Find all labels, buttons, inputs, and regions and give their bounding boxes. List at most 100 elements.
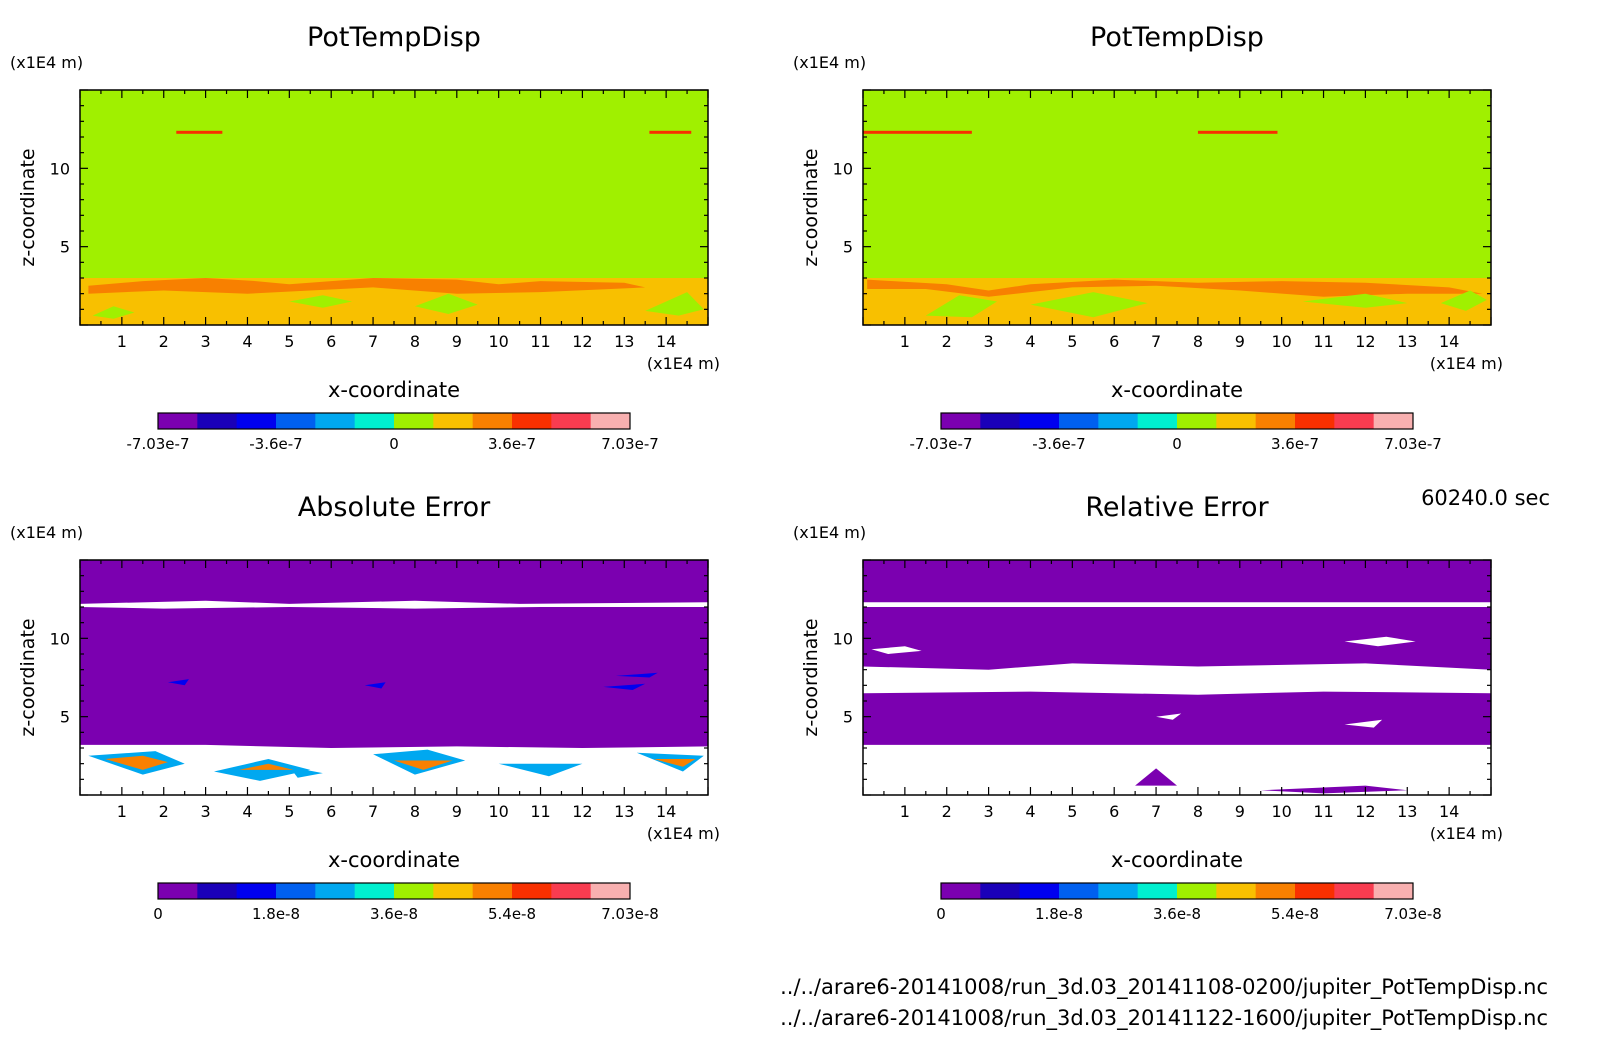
contour-region <box>239 763 294 770</box>
contour-region <box>289 766 323 778</box>
colorbar-swatch <box>1334 413 1375 429</box>
y-unit-label: (x1E4 m) <box>10 523 83 542</box>
x-tick-label: 12 <box>572 802 592 821</box>
colorbar-swatch <box>1255 883 1296 899</box>
colorbar-swatch <box>1177 883 1217 899</box>
colorbar-tick-label: 7.03e-8 <box>1384 905 1442 923</box>
colorbar-tick-label: 3.6e-8 <box>1153 905 1201 923</box>
y-axis-label: z-coordinate <box>800 618 822 736</box>
x-tick-label: 7 <box>1151 332 1161 351</box>
y-axis-label: z-coordinate <box>17 148 39 266</box>
x-tick-label: 2 <box>159 332 169 351</box>
colorbar-swatch <box>1137 413 1178 429</box>
colorbar-tick-label: 0 <box>389 435 399 453</box>
colorbar-swatch <box>1216 883 1257 899</box>
contour-region <box>414 293 478 314</box>
contour-region <box>105 755 168 770</box>
colorbar-swatch <box>315 413 356 429</box>
x-tick-label: 9 <box>1235 332 1245 351</box>
colorbar-swatch <box>1334 883 1375 899</box>
contour-region <box>615 672 658 678</box>
x-tick-label: 9 <box>452 332 462 351</box>
colorbar-swatch <box>1059 413 1099 429</box>
contour-region <box>80 744 708 795</box>
x-tick-label: 2 <box>942 802 952 821</box>
x-unit-label: (x1E4 m) <box>647 354 720 373</box>
colorbar-tick-label: 3.6e-7 <box>488 435 536 453</box>
colorbar-swatch <box>512 413 552 429</box>
contour-region <box>1135 768 1177 786</box>
y-tick-label: 5 <box>60 238 70 257</box>
colorbar-frame <box>157 882 631 900</box>
y-axis-label: z-coordinate <box>800 148 822 266</box>
colorbar-swatch <box>197 883 238 899</box>
x-tick-label: 6 <box>326 802 336 821</box>
chart-panel-1: PotTempDisp(x1E4 m)1 2 3 4 5 6 7 8 9 10 11 12 13 1451… <box>10 22 720 453</box>
colorbar-tick-label: -7.03e-7 <box>910 435 973 453</box>
x-axis-label: x-coordinate <box>1111 848 1243 872</box>
colorbar-swatch <box>354 413 395 429</box>
x-tick-label: 10 <box>488 802 508 821</box>
x-tick-label: 6 <box>1109 802 1119 821</box>
colorbar-swatch <box>512 883 552 899</box>
colorbar-swatch <box>472 883 513 899</box>
x-unit-label: (x1E4 m) <box>647 824 720 843</box>
chart-panel-4: Relative Error(x1E4 m)1 2 3 4 5 6 7 8 9 10 11 12 13 1… <box>793 492 1503 923</box>
x-tick-label: 14 <box>656 802 676 821</box>
contour-region <box>649 130 692 134</box>
y-tick-label: 5 <box>60 708 70 727</box>
contour-region <box>925 295 997 318</box>
contour-region <box>1197 130 1278 134</box>
x-axis-label: x-coordinate <box>328 848 460 872</box>
contour-region <box>364 682 386 689</box>
x-unit-label: (x1E4 m) <box>1430 824 1503 843</box>
colorbar-swatch <box>1098 413 1139 429</box>
colorbar-tick-label: 1.8e-8 <box>252 905 300 923</box>
colorbar-swatch <box>1373 413 1414 429</box>
colorbar-swatch <box>1177 413 1217 429</box>
x-tick-label: 12 <box>1355 332 1375 351</box>
colorbar-swatch <box>980 413 1021 429</box>
contour-region <box>167 679 189 686</box>
colorbar-swatch <box>1019 883 1060 899</box>
x-tick-label: 4 <box>1025 332 1035 351</box>
x-tick-label: 3 <box>984 332 994 351</box>
contour-region <box>871 646 922 654</box>
colorbar-tick-label: 5.4e-8 <box>1271 905 1319 923</box>
x-tick-label: 4 <box>242 332 252 351</box>
colorbar-swatch <box>276 413 316 429</box>
colorbar-swatch <box>158 413 198 429</box>
colorbar-frame <box>940 882 1414 900</box>
contour-region <box>863 663 1491 695</box>
x-tick-label: 3 <box>201 332 211 351</box>
colorbar-swatch <box>276 883 316 899</box>
x-tick-label: 13 <box>1397 332 1417 351</box>
colorbar-frame <box>940 412 1414 430</box>
y-tick-label: 10 <box>833 629 853 648</box>
chart-title: Relative Error <box>1085 492 1269 523</box>
contour-region <box>92 306 135 319</box>
colorbar-tick-label: 3.6e-7 <box>1271 435 1319 453</box>
colorbar-swatch <box>433 413 474 429</box>
x-tick-label: 9 <box>452 802 462 821</box>
colorbar-swatch <box>1373 883 1414 899</box>
contour-region <box>867 279 1483 297</box>
colorbar-swatch <box>472 413 513 429</box>
x-tick-label: 11 <box>530 332 550 351</box>
x-axis-label: x-coordinate <box>1111 378 1243 402</box>
x-tick-label: 5 <box>1067 802 1077 821</box>
colorbar-tick-label: -7.03e-7 <box>127 435 190 453</box>
colorbar-tick-label: 5.4e-8 <box>488 905 536 923</box>
colorbar-swatch <box>1216 413 1257 429</box>
colorbar-swatch <box>980 883 1021 899</box>
chart-title: PotTempDisp <box>307 22 481 53</box>
contour-region <box>1344 636 1416 647</box>
colorbar-swatch <box>394 883 434 899</box>
colorbar-swatch <box>236 413 277 429</box>
contour-region <box>289 295 353 308</box>
x-tick-label: 8 <box>1193 802 1203 821</box>
colorbar-tick-label: 1.8e-8 <box>1035 905 1083 923</box>
x-tick-label: 1 <box>117 332 127 351</box>
file-path-2: ../../arare6-20141008/run_3d.03_20141122… <box>780 1006 1548 1030</box>
colorbar-swatch <box>1295 883 1335 899</box>
